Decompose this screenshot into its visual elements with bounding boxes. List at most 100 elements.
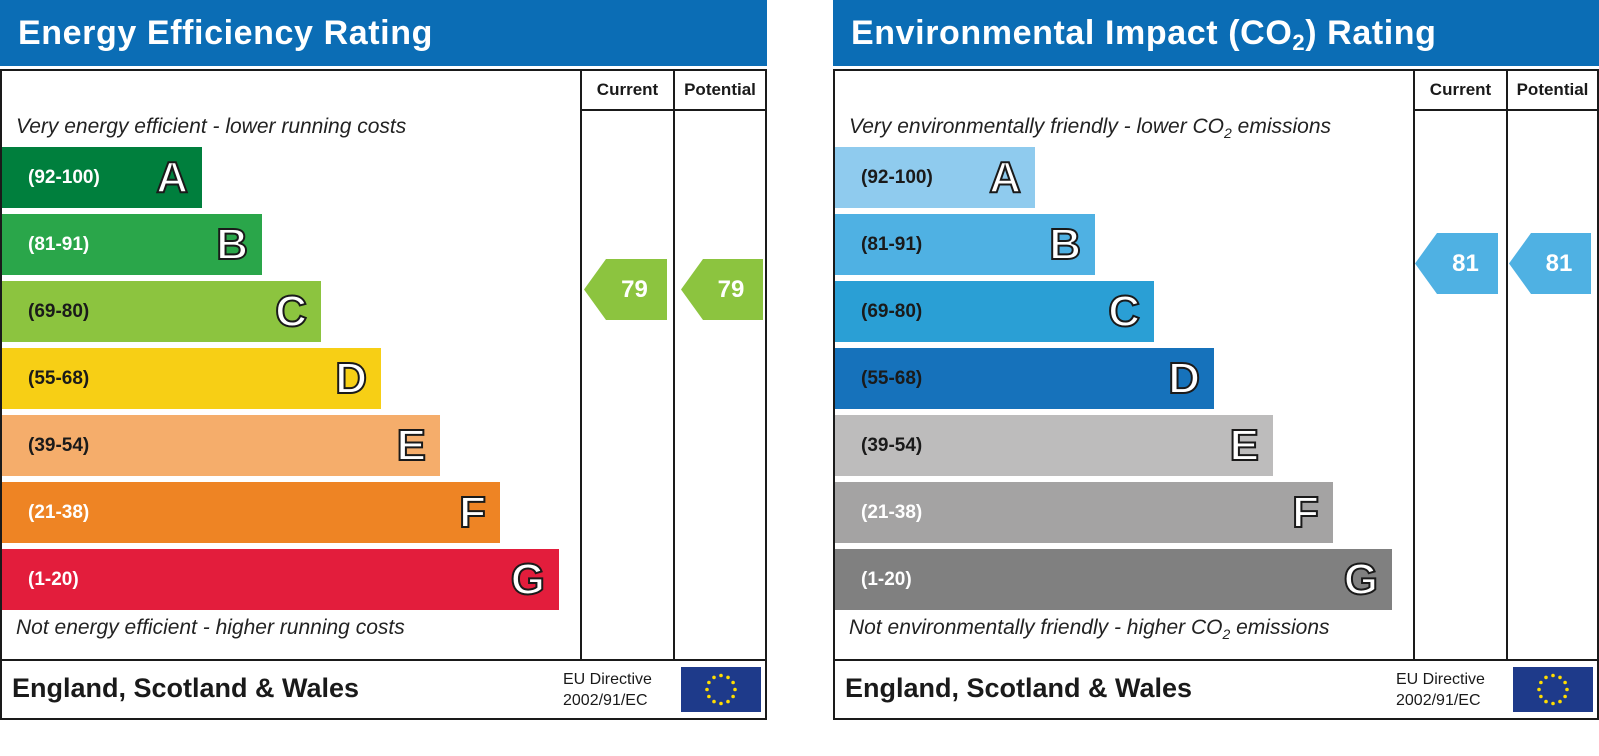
band-range-label: (69-80) <box>861 301 923 322</box>
band-letter: F <box>458 487 487 538</box>
top-caption: Very energy efficient - lower running co… <box>16 115 407 138</box>
arrow-fill <box>584 259 667 320</box>
top-caption-part2: emissions <box>1231 115 1332 138</box>
eu-star-icon <box>707 694 711 699</box>
band-letter: C <box>1107 286 1141 337</box>
eu-star-icon <box>1558 675 1562 680</box>
rating-band-f: (21-38) F <box>2 482 500 543</box>
rating-band-g: (1-20) G <box>2 549 559 610</box>
bottom-caption: Not energy efficient - higher running co… <box>16 616 405 639</box>
potential-rating-arrow: 79 <box>681 259 763 320</box>
eu-star-icon <box>1563 680 1567 685</box>
eu-star-icon <box>712 699 716 704</box>
eu-star-icon <box>733 687 737 692</box>
co2-title-part1: Environmental Impact (CO <box>851 14 1293 52</box>
band-letter: E <box>1229 420 1260 471</box>
top-caption-part1: Very environmentally friendly - lower CO <box>849 115 1225 138</box>
eu-star-icon <box>726 699 730 704</box>
band-range-label: (55-68) <box>861 368 923 389</box>
band-range-label: (92-100) <box>861 167 933 188</box>
eu-flag-icon <box>1513 667 1593 712</box>
potential-column-header: Potential <box>684 80 756 99</box>
eu-star-icon <box>1558 699 1562 704</box>
eu-star-icon <box>1537 687 1541 692</box>
current-rating-arrow: 81 <box>1415 233 1498 294</box>
eu-star-icon <box>1565 687 1569 692</box>
arrow-shape <box>584 259 667 320</box>
eu-flag-icon <box>681 667 761 712</box>
current-column-header: Current <box>596 80 659 99</box>
band-letter: D <box>1167 353 1201 404</box>
eu-star-icon <box>1563 694 1567 699</box>
band-range-label: (21-38) <box>861 502 923 523</box>
eu-star-icon <box>1539 680 1543 685</box>
eu-stars <box>1537 673 1569 706</box>
eu-star-icon <box>1551 673 1555 678</box>
directive-line1: EU Directive <box>1396 671 1485 688</box>
divider <box>580 109 765 111</box>
rating-band-e: (39-54) E <box>835 415 1273 476</box>
band-range-label: (81-91) <box>861 234 923 255</box>
band-range-label: (39-54) <box>28 435 90 456</box>
rating-band-d: (55-68) D <box>2 348 381 409</box>
eu-star-icon <box>731 694 735 699</box>
environmental-impact-panel: Environmental Impact (CO 2 ) Rating Curren… <box>833 0 1599 720</box>
rating-band-c: (69-80) C <box>2 281 321 342</box>
potential-rating-arrow: 81 <box>1509 233 1591 294</box>
rating-band-d: (55-68) D <box>835 348 1214 409</box>
band-letter: E <box>396 420 427 471</box>
potential-column-header: Potential <box>1516 80 1589 99</box>
band-range-label: (55-68) <box>28 368 90 389</box>
arrow-fill <box>681 259 763 320</box>
co2-chart-frame: Current Potential Very environmentally f… <box>833 69 1599 720</box>
bottom-caption-part1: Not environmentally friendly - higher CO <box>849 616 1223 639</box>
eu-directive: EU Directive 2002/91/EC <box>563 669 652 711</box>
eu-star-icon <box>719 673 723 678</box>
divider <box>2 659 765 661</box>
rating-band-b: (81-91) B <box>2 214 262 275</box>
band-range-label: (1-20) <box>28 569 79 590</box>
band-letter: B <box>215 219 249 270</box>
energy-chart-frame: Current Potential Very energy efficient … <box>0 69 767 720</box>
bottom-caption: Not environmentally friendly - higher CO… <box>849 616 1330 642</box>
current-column-header: Current <box>1429 80 1492 99</box>
arrow-fill <box>1509 233 1591 294</box>
divider <box>1413 71 1415 659</box>
current-rating-value: 79 <box>621 276 648 303</box>
top-caption-sub: 2 <box>1224 125 1232 142</box>
top-caption: Very environmentally friendly - lower CO… <box>849 115 1331 141</box>
eu-star-icon <box>705 687 709 692</box>
arrow-shape <box>1509 233 1591 294</box>
eu-star-icon <box>731 680 735 685</box>
divider <box>580 71 582 659</box>
rating-band-g: (1-20) G <box>835 549 1392 610</box>
band-letter: G <box>510 554 546 605</box>
eu-star-icon <box>1539 694 1543 699</box>
co2-title-part2: ) Rating <box>1305 14 1437 52</box>
eu-directive: EU Directive 2002/91/EC <box>1396 669 1485 711</box>
current-rating-arrow: 79 <box>584 259 667 320</box>
directive-line1: EU Directive <box>563 671 652 688</box>
potential-rating-value: 81 <box>1545 250 1573 277</box>
band-letter: C <box>274 286 308 337</box>
divider <box>1506 71 1508 659</box>
band-range-label: (21-38) <box>28 502 90 523</box>
directive-line2: 2002/91/EC <box>563 692 648 709</box>
band-letter: B <box>1048 219 1082 270</box>
rating-band-e: (39-54) E <box>2 415 440 476</box>
eu-star-icon <box>707 680 711 685</box>
rating-band-b: (81-91) B <box>835 214 1095 275</box>
band-range-label: (92-100) <box>28 167 100 188</box>
band-range-label: (39-54) <box>861 435 923 456</box>
energy-title: Energy Efficiency Rating <box>0 0 767 66</box>
eu-star-icon <box>719 701 723 706</box>
rating-band-a: (92-100) A <box>835 147 1035 208</box>
directive-line2: 2002/91/EC <box>1396 692 1481 709</box>
band-letter: A <box>155 152 189 203</box>
band-range-label: (69-80) <box>28 301 90 322</box>
region-footer: England, Scotland & Wales <box>12 673 360 703</box>
potential-rating-value: 79 <box>717 276 745 303</box>
band-letter: F <box>1291 487 1320 538</box>
rating-band-c: (69-80) C <box>835 281 1154 342</box>
rating-band-f: (21-38) F <box>835 482 1333 543</box>
